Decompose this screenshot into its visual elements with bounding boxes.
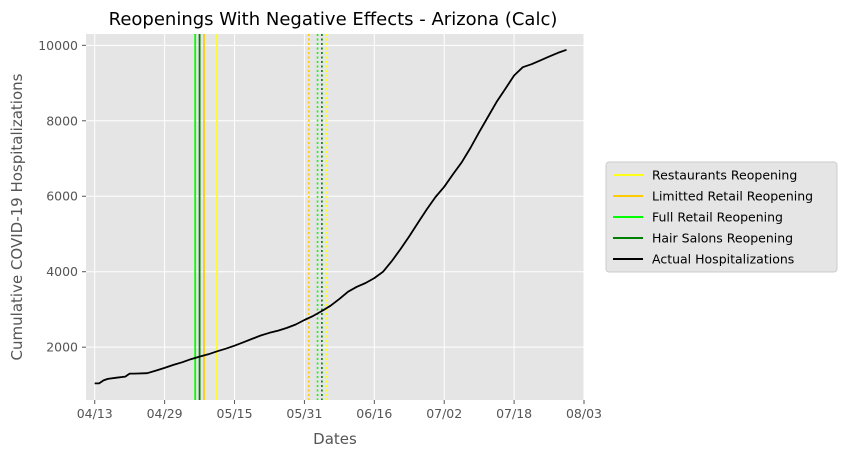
- series-line: [94, 48, 567, 385]
- legend-label: Hair Salons Reopening: [652, 231, 793, 246]
- y-tick-label: 2000: [46, 340, 78, 355]
- x-tick-label: 07/02: [426, 406, 462, 421]
- grid: [86, 34, 585, 400]
- y-tick-label: 6000: [46, 189, 78, 204]
- y-tick-label: 8000: [46, 113, 78, 128]
- x-tick-label: 08/03: [566, 406, 602, 421]
- legend: Restaurants Reopening Limitted Retail Reo…: [605, 161, 838, 273]
- x-tick-label: 04/29: [147, 406, 183, 421]
- y-tick-label: 10000: [38, 38, 78, 53]
- series-group: [94, 48, 567, 385]
- plot-area: [86, 34, 584, 400]
- y-tick-label: 4000: [46, 264, 78, 279]
- x-axis: 04/13 04/29 05/15 05/31 06/16 07/02 07/18 08/03: [77, 400, 602, 421]
- x-axis-label: Dates: [313, 430, 357, 448]
- x-tick-label: 05/31: [286, 406, 322, 421]
- reference-lines: [194, 34, 328, 400]
- x-tick-label: 06/16: [356, 406, 392, 421]
- x-tick-label: 04/13: [77, 406, 113, 421]
- legend-label: Restaurants Reopening: [652, 168, 797, 183]
- legend-label: Limitted Retail Reopening: [652, 189, 813, 204]
- legend-label: Full Retail Reopening: [652, 210, 783, 225]
- y-axis: 2000 4000 6000 8000 10000: [38, 38, 86, 355]
- legend-label: Actual Hospitalizations: [652, 252, 794, 267]
- y-axis-label: Cumulative COVID-19 Hospitalizations: [8, 73, 26, 360]
- legend-box: [605, 161, 838, 273]
- x-tick-label: 05/15: [217, 406, 253, 421]
- x-tick-label: 07/18: [496, 406, 532, 421]
- chart-title: Reopenings With Negative Effects - Arizo…: [109, 9, 558, 30]
